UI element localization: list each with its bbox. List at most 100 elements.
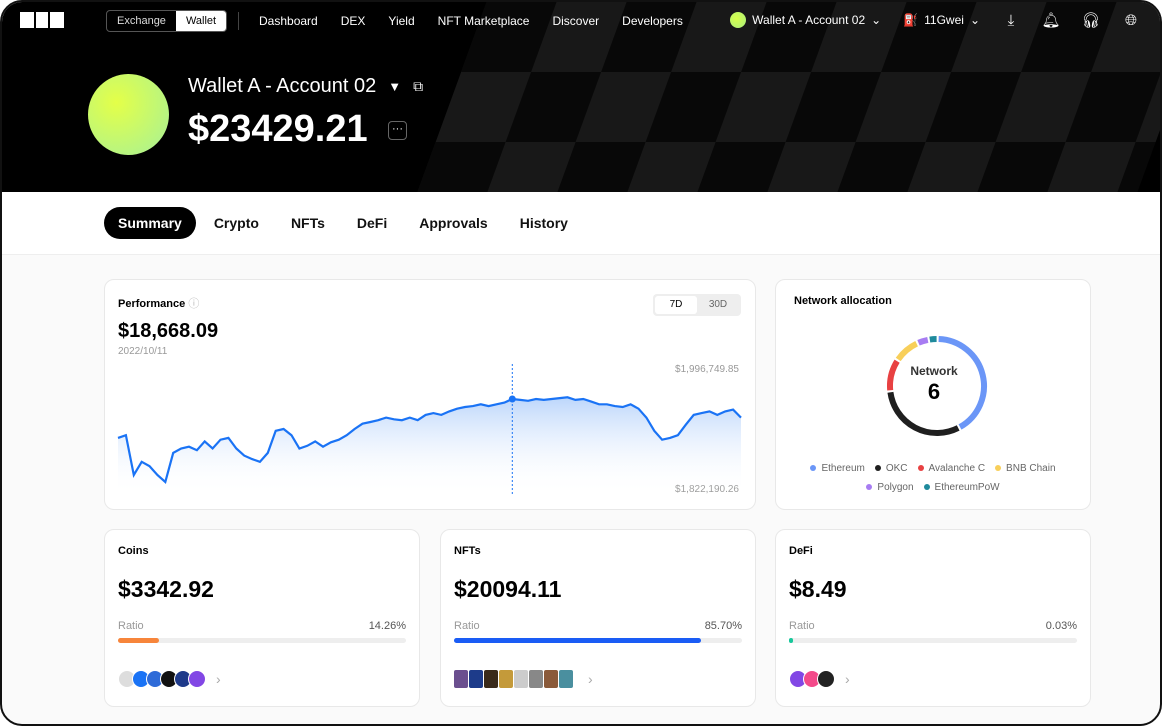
wallet-avatar (88, 74, 169, 155)
wallet-balance: $23429.21 (188, 108, 368, 150)
ratio-bar-fill (454, 638, 701, 643)
download-icon[interactable]: ⤓ (1007, 11, 1015, 29)
donut-slice-bnb-chain[interactable] (895, 340, 919, 362)
network-allocation-card: Network allocation Network 6 Ethereum OKC… (775, 279, 1091, 510)
nav-nft-marketplace[interactable]: NFT Marketplace (437, 14, 530, 28)
divider (238, 12, 239, 30)
chevron-right-icon[interactable]: › (216, 671, 221, 687)
token-icon (188, 670, 206, 688)
nav-dashboard[interactable]: Dashboard (259, 14, 318, 28)
card-title: Coins (118, 545, 149, 557)
mode-exchange[interactable]: Exchange (117, 15, 166, 27)
ratio-bar (118, 638, 406, 643)
network-count: 6 (927, 379, 941, 404)
performance-date: 2022/10/11 (118, 346, 168, 357)
card-value: $20094.11 (454, 576, 562, 602)
donut-center-label: Network (910, 364, 958, 378)
nft-thumbnail (499, 670, 513, 688)
more-options-button[interactable]: ··· (388, 121, 407, 140)
range-30d[interactable]: 30D (708, 299, 728, 310)
asset-icons[interactable]: › (454, 670, 593, 688)
tab-approvals[interactable]: Approvals (419, 215, 488, 231)
bell-icon[interactable]: 🔔︎ (1041, 12, 1061, 29)
info-icon[interactable]: ⓘ (188, 298, 200, 310)
tab-history[interactable]: History (519, 215, 568, 231)
ratio-bar (789, 638, 1077, 643)
globe-icon[interactable]: 🌐︎ (1124, 11, 1137, 29)
nft-thumbnail (559, 670, 573, 688)
network-legend-row2: Polygon EthereumPoW (776, 482, 1090, 493)
tab-crypto[interactable]: Crypto (213, 215, 259, 231)
nav-developers[interactable]: Developers (622, 14, 683, 28)
wallet-header: Exchange Wallet Dashboard DEX Yield NFT … (2, 2, 1160, 192)
nft-thumbnail (454, 670, 468, 688)
chevron-right-icon[interactable]: › (588, 671, 593, 687)
nfts-card: NFTs $20094.11 Ratio 85.70% › (440, 529, 756, 707)
chart-line (117, 396, 742, 484)
chart-min-label: $1,822,190.26 (675, 484, 739, 495)
coins-card: Coins $3342.92 Ratio 14.26% › (104, 529, 420, 707)
legend-item: Polygon (866, 482, 913, 493)
performance-value: $18,668.09 (118, 320, 219, 342)
range-7d[interactable]: 7D (655, 296, 697, 314)
hover-point (508, 395, 516, 403)
tab-nfts[interactable]: NFTs (290, 215, 325, 231)
nav-yield[interactable]: Yield (388, 14, 415, 28)
caret-down-icon[interactable]: ▼ (388, 79, 402, 94)
card-title: DeFi (789, 545, 813, 557)
gas-selector[interactable]: ⛽ 11Gwei ⌄ (903, 13, 980, 27)
wallet-name-row: Wallet A - Account 02 ▼ ⧉ (188, 75, 423, 98)
top-nav: Exchange Wallet Dashboard DEX Yield NFT … (2, 2, 1160, 40)
card-title: NFTs (454, 545, 481, 557)
tab-defi[interactable]: DeFi (356, 215, 388, 231)
account-name: Wallet A - Account 02 (752, 13, 866, 27)
nft-thumbnail (529, 670, 543, 688)
token-icon (817, 670, 835, 688)
mode-wallet[interactable]: Wallet (175, 11, 227, 31)
legend-item: OKC (875, 463, 908, 474)
chart-max-label: $1,996,749.85 (675, 364, 739, 375)
asset-icons[interactable]: › (118, 670, 221, 688)
range-toggle: 7D 30D (653, 294, 741, 316)
donut-slice-ethereum[interactable] (938, 336, 987, 430)
gas-value: 11Gwei (924, 13, 964, 27)
account-selector[interactable]: Wallet A - Account 02 ⌄ (730, 12, 881, 28)
donut-slice-avalanche-c[interactable] (887, 359, 900, 391)
donut-slice-polygon[interactable] (917, 336, 929, 346)
ratio-bar (454, 638, 742, 643)
account-avatar (730, 12, 747, 28)
donut-slice-ethereumpow[interactable] (929, 336, 937, 343)
copy-icon[interactable]: ⧉ (413, 78, 424, 94)
ratio-bar-fill (789, 638, 794, 643)
legend-item: Avalanche C (918, 463, 986, 474)
ratio-bar-fill (118, 638, 160, 643)
chevron-down-icon: ⌄ (871, 13, 882, 27)
ratio-value: 0.03% (1045, 620, 1077, 632)
legend-item: EthereumPoW (924, 482, 1000, 493)
asset-icons[interactable]: › (789, 670, 850, 688)
tab-bar: Summary Crypto NFTs DeFi Approvals Histo… (2, 192, 1160, 255)
card-value: $8.49 (789, 576, 847, 602)
chevron-right-icon[interactable]: › (845, 671, 850, 687)
ratio-value: 85.70% (704, 620, 742, 632)
ratio-label: Ratio (789, 620, 815, 632)
donut-slice-okc[interactable] (887, 391, 960, 436)
card-value: $3342.92 (118, 576, 214, 602)
nft-thumbnail (469, 670, 483, 688)
nft-thumbnail (514, 670, 528, 688)
chevron-down-icon: ⌄ (969, 13, 980, 27)
nav-discover[interactable]: Discover (552, 14, 600, 28)
okx-logo[interactable] (20, 12, 64, 28)
gas-pump-icon: ⛽ (903, 13, 919, 27)
tab-summary[interactable]: Summary (104, 207, 196, 239)
legend-item: BNB Chain (995, 463, 1055, 474)
chart-area (118, 397, 741, 495)
nav-dex[interactable]: DEX (340, 14, 366, 28)
nft-thumbnail (484, 670, 498, 688)
performance-card: Performance ⓘ 7D 30D $18,668.09 2022/10/… (104, 279, 756, 510)
mode-switch: Exchange Wallet (106, 10, 228, 32)
network-title: Network allocation (794, 295, 892, 307)
headset-icon[interactable]: 🎧︎ (1081, 12, 1101, 29)
defi-card: DeFi $8.49 Ratio 0.03% › (775, 529, 1091, 707)
performance-title: Performance ⓘ (118, 298, 200, 310)
